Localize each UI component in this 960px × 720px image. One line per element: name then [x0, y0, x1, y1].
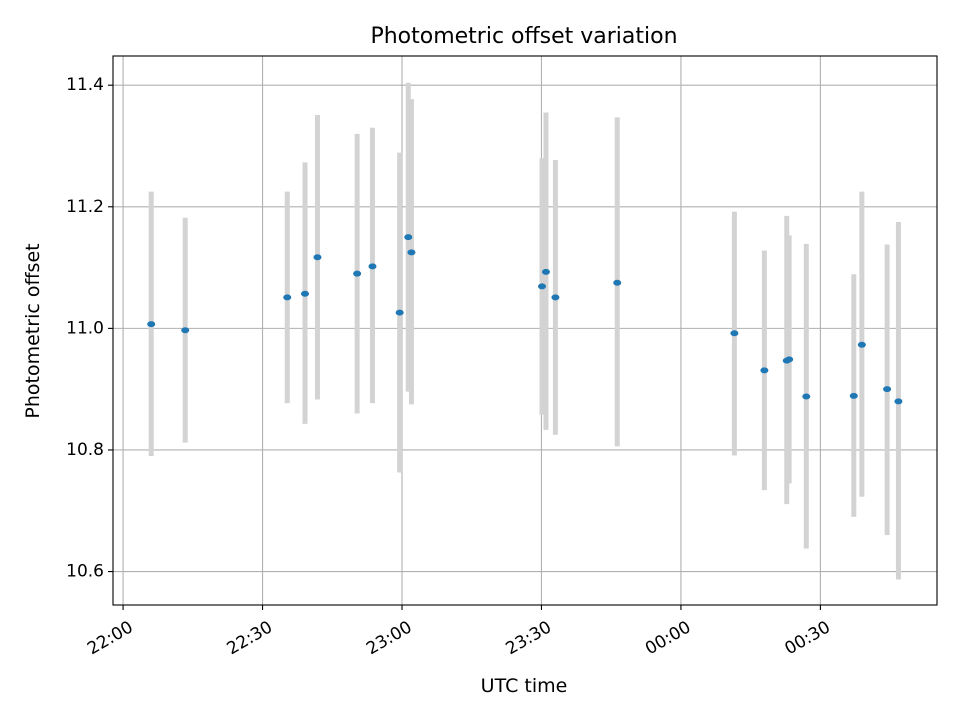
data-point: [857, 341, 866, 348]
plot-frame: [112, 55, 938, 606]
y-tick-label: 11.2: [66, 197, 104, 217]
data-point: [849, 392, 858, 399]
data-point: [760, 367, 769, 374]
y-tick-label: 11.0: [66, 318, 104, 338]
data-point: [313, 254, 322, 261]
data-point: [551, 294, 560, 301]
y-tick-label: 11.4: [66, 75, 104, 95]
data-point: [181, 327, 190, 334]
data-point: [883, 386, 892, 393]
grid-lines: [113, 56, 937, 605]
data-point: [147, 321, 156, 328]
data-point: [785, 356, 794, 363]
data-point: [283, 294, 292, 301]
x-axis-label: UTC time: [481, 675, 568, 697]
y-tick-label: 10.8: [66, 440, 104, 460]
data-point: [404, 234, 413, 241]
y-axis-label: Photometric offset: [22, 243, 44, 418]
data-point: [894, 398, 903, 405]
data-point: [802, 393, 811, 400]
data-point: [368, 263, 377, 270]
data-point: [395, 309, 404, 316]
data-point: [613, 279, 622, 286]
data-point: [353, 270, 362, 277]
data-points: [147, 234, 903, 405]
data-point: [538, 283, 547, 290]
data-point: [541, 268, 550, 275]
data-point: [407, 249, 416, 256]
data-point: [300, 290, 309, 297]
data-point: [730, 330, 739, 337]
y-tick-label: 10.6: [66, 562, 104, 582]
chart-title: Photometric offset variation: [370, 24, 677, 49]
